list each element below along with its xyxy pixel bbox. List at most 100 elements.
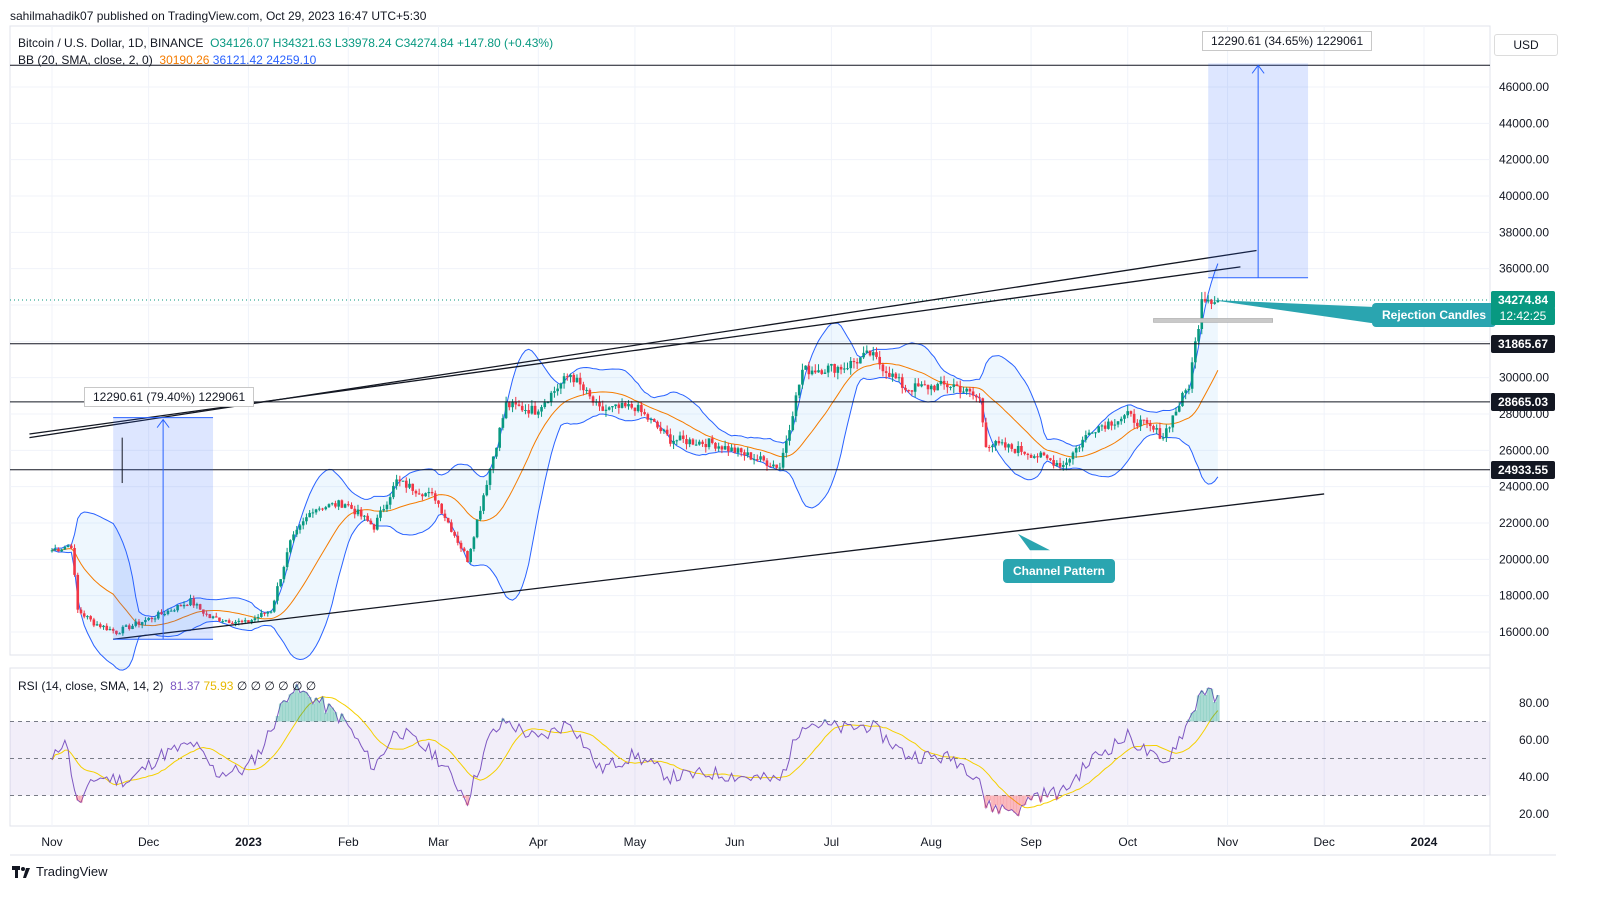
candle-body [205,613,208,615]
y-tick-label: 26000.00 [1499,443,1549,457]
candle-body [53,548,57,551]
candle-body [485,484,489,496]
candle-body [559,383,563,389]
x-tick-label: Dec [1313,835,1334,849]
candle-body [337,500,340,507]
candle-body [662,429,666,432]
y-tick-label: 36000.00 [1499,262,1549,276]
candle-body [263,612,266,614]
candle-body [466,551,469,562]
candle-body [852,360,856,363]
candle-body [633,407,637,412]
candle-body [926,384,930,390]
rsi-y-tick-label: 40.00 [1519,770,1549,784]
candle-body [868,350,872,356]
candle-body [147,617,150,621]
candle-body [1129,411,1133,414]
candle-body [388,497,392,505]
candle-body [221,621,224,623]
candle-body [176,605,179,611]
candle-body [675,440,679,442]
candle-body [588,389,592,397]
candle-body [704,444,708,448]
candle-body [1049,458,1052,461]
candle-body [189,598,192,606]
candle-body [611,406,614,408]
candle-body [1126,411,1129,416]
rsi-label: RSI (14, close, SMA, 14, 2) [18,679,164,693]
tradingview-logo[interactable]: TradingView [12,864,108,879]
candle-body [417,493,421,495]
candle-body [153,618,157,620]
candle-body [1216,300,1220,303]
candle-body [482,495,485,511]
candle-body [975,395,978,398]
candle-body [459,542,463,549]
candle-body [1061,465,1065,467]
candle-body [636,404,640,412]
candle-body [504,402,508,419]
candle-body [1039,452,1043,458]
candle-body [623,403,627,407]
candle-body [939,380,943,384]
candle-body [1052,460,1055,466]
candle-body [430,492,434,494]
x-tick-label: Feb [338,835,359,849]
candle-body [1116,421,1120,425]
measure-arrowhead-right [1251,64,1265,74]
candle-body [92,619,96,626]
candle-body [1168,427,1171,429]
level-label-r1: 31865.67 [1491,335,1555,353]
candle-body [846,368,849,370]
candle-body [1142,419,1146,421]
bb-basis-line [51,362,1219,627]
candle-body [363,515,366,517]
candle-body [897,377,901,379]
candle-body [472,537,476,549]
candle-body [311,512,315,514]
candle-body [556,388,559,392]
candle-body [234,621,237,624]
candle-body [888,372,891,377]
candle-body [89,616,92,620]
candle-body [108,629,112,631]
candle-body [498,427,501,448]
x-tick-label: Dec [138,835,159,849]
candle-body [727,446,730,452]
candle-body [984,422,988,448]
candle-body [479,510,482,520]
candle-body [105,625,109,631]
y-tick-label: 38000.00 [1499,225,1549,239]
x-tick-label: 2024 [1411,835,1438,849]
candle-body [1071,452,1075,460]
candle-body [102,625,105,628]
currency-button[interactable]: USD [1494,34,1558,56]
candle-body [923,384,927,386]
candle-body [578,377,582,385]
candle-body [1055,462,1059,466]
candle-body [875,352,878,357]
candle-body [237,620,241,622]
candle-body [314,509,318,513]
bb-lower-value: 24259.10 [266,53,317,67]
candle-body [1181,392,1184,407]
candle-body [1161,437,1165,439]
candle-body [707,438,711,448]
publisher-line: sahilmahadik07 published on TradingView.… [10,9,427,23]
candle-body [785,440,788,453]
candle-body [272,600,276,612]
candle-body [859,357,862,364]
candle-body [308,512,311,518]
candle-body [395,479,398,486]
candle-body [324,507,328,510]
candle-body [456,535,460,543]
x-tick-label: Nov [41,835,62,849]
candle-body [681,435,685,440]
candle-body [546,402,550,404]
y-tick-label: 40000.00 [1499,189,1549,203]
candle-body [833,363,836,373]
candle-body [382,509,386,511]
candle-body [115,630,118,634]
candle-body [260,612,263,617]
